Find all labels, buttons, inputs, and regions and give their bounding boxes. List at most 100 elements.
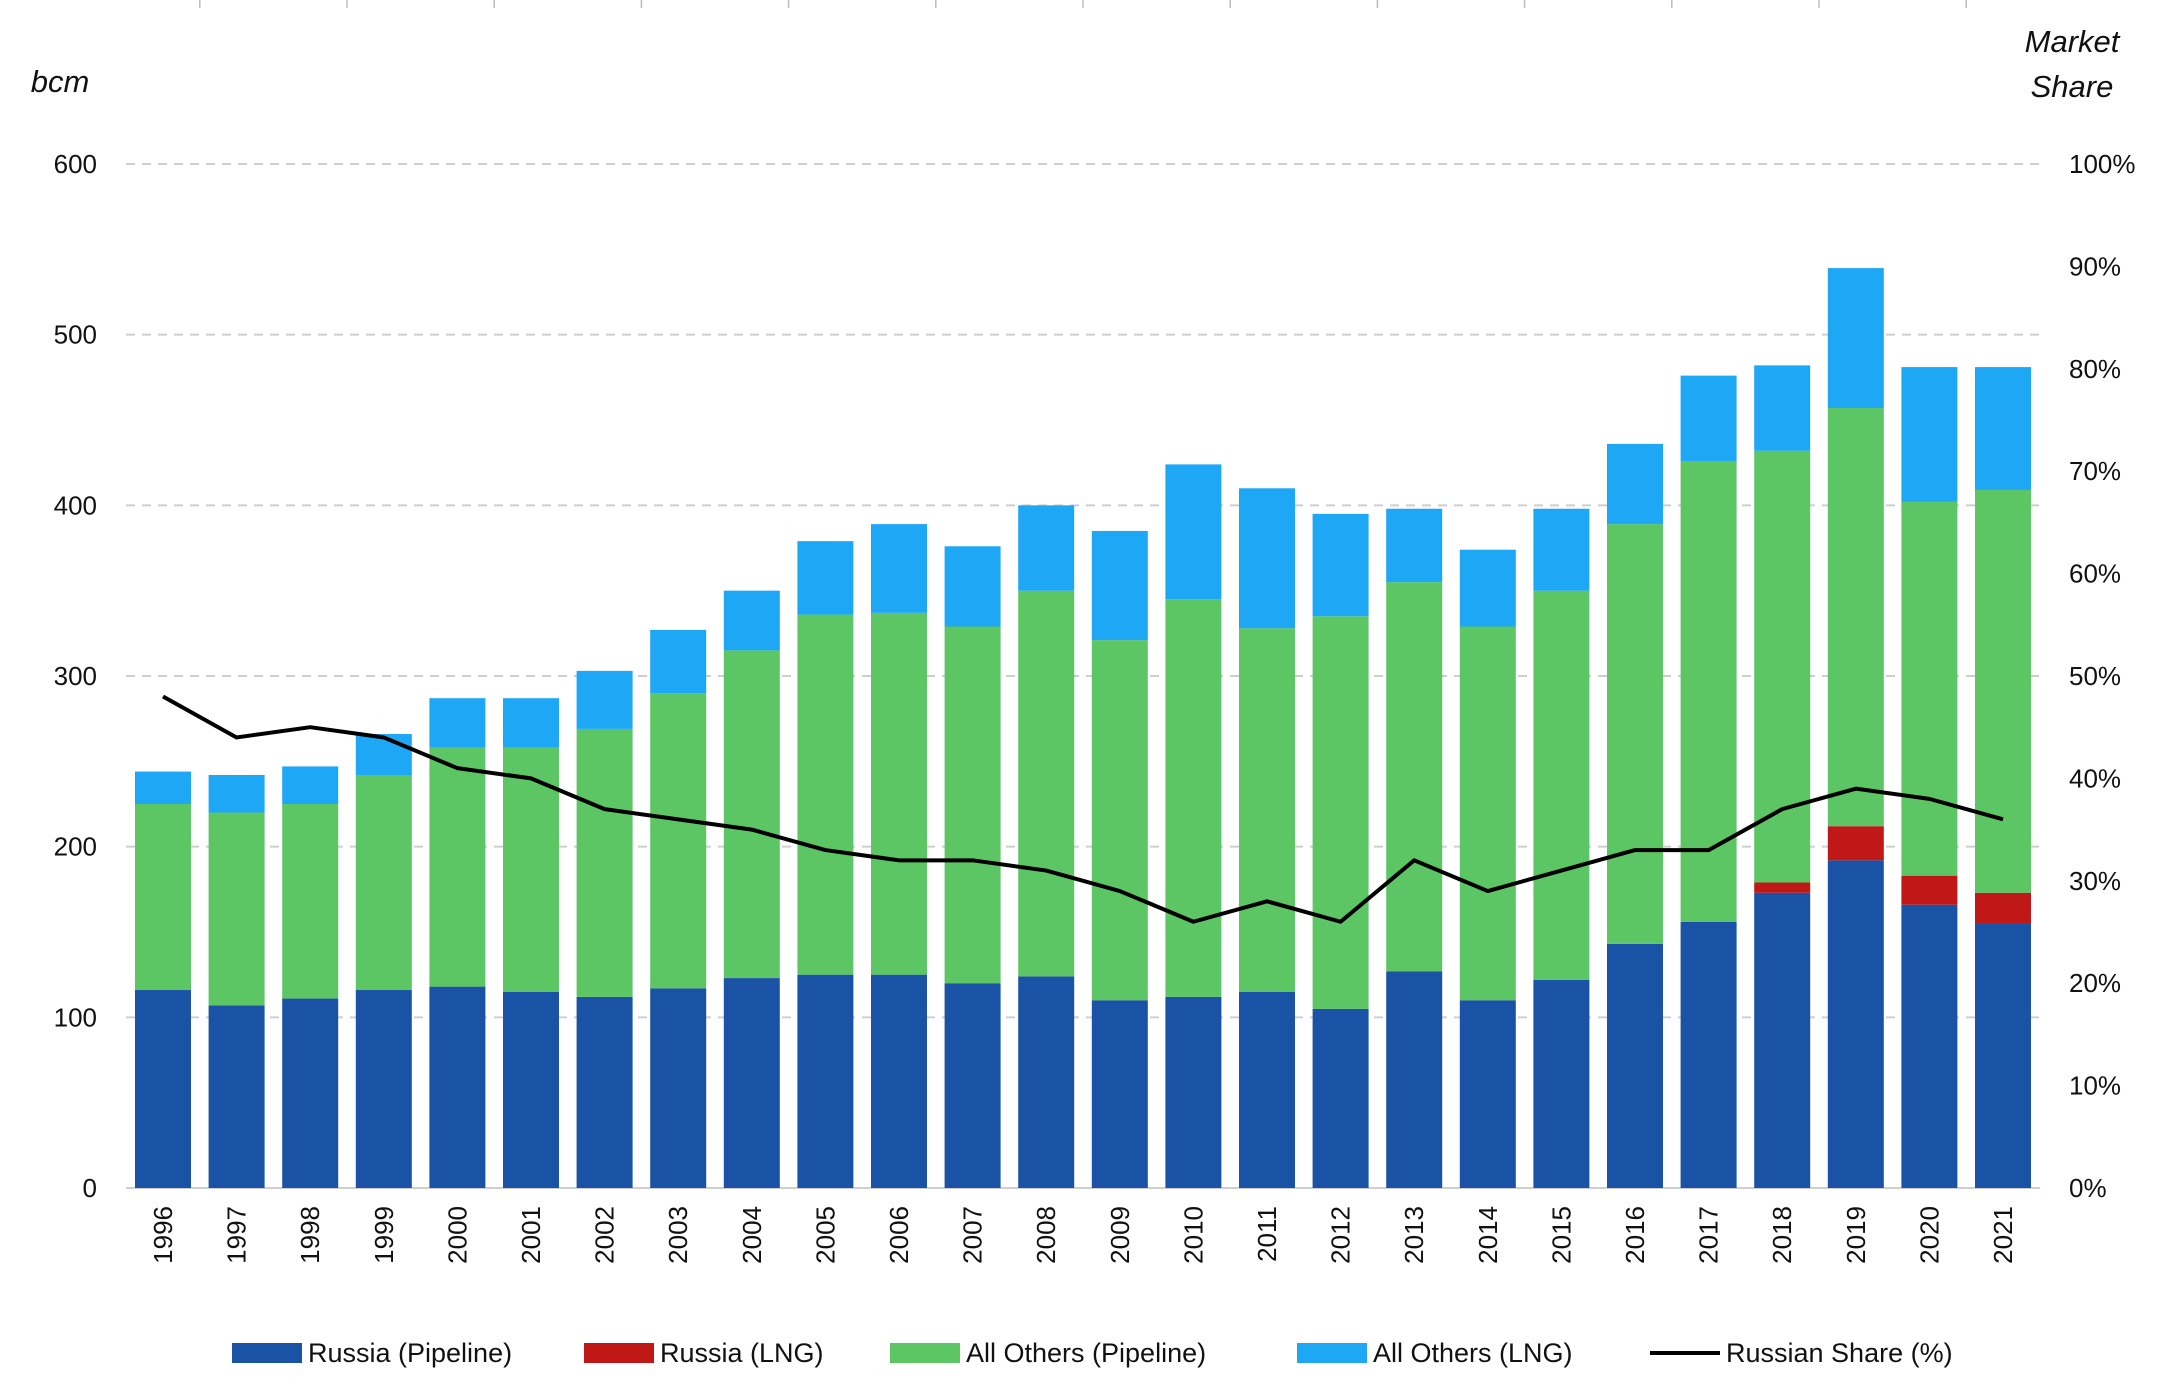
bar-all-others-pipeline (503, 747, 559, 992)
bar-russia-pipeline (135, 990, 191, 1188)
y2-tick-label: 10% (2069, 1071, 2121, 1101)
bar-all-others-pipeline (944, 626, 1001, 984)
y2-tick-label: 0% (2069, 1173, 2107, 1203)
bar-all-others-lng (282, 766, 339, 804)
x-tick-label: 2010 (1178, 1206, 1208, 1264)
bar-all-others-pipeline (1827, 408, 1884, 827)
bar-all-others-pipeline (797, 614, 854, 975)
legend-swatch-all-others-pipeline (890, 1343, 960, 1363)
y2-tick-label: 50% (2069, 661, 2121, 691)
y2-tick-label: 70% (2069, 456, 2121, 486)
x-tick-label: 2015 (1546, 1206, 1576, 1264)
y-tick-label: 0 (83, 1173, 97, 1203)
bar-russia-pipeline (208, 1005, 265, 1188)
bars (135, 268, 2031, 1188)
y2-tick-label: 80% (2069, 354, 2121, 384)
bar-russia-pipeline (429, 986, 486, 1188)
bar-all-others-pipeline (1975, 489, 2031, 893)
gridlines (126, 163, 2040, 1189)
bar-all-others-lng (1091, 530, 1148, 641)
legend-label-russia-lng: Russia (LNG) (660, 1338, 824, 1368)
x-tick-label: 2006 (884, 1206, 914, 1264)
y2-tick-label: 40% (2069, 763, 2121, 793)
bar-all-others-pipeline (1607, 524, 1663, 944)
bar-all-others-pipeline (871, 612, 927, 975)
bar-all-others-lng (429, 698, 486, 748)
legend: Russia (Pipeline) Russia (LNG) All Others … (232, 1338, 1953, 1368)
bar-all-others-pipeline (1901, 501, 1958, 876)
x-tick-label: 2008 (1031, 1206, 1061, 1264)
x-tick-label: 1996 (148, 1206, 178, 1264)
bar-russia-pipeline (576, 996, 633, 1188)
right-axis-ticks: 0% 10% 20% 30% 40% 50% 60% 70% 80% 90% 100% (2069, 149, 2136, 1203)
bar-all-others-lng (650, 629, 707, 694)
bar-all-others-lng (576, 670, 633, 729)
bar-russia-lng (1827, 826, 1884, 861)
bar-all-others-pipeline (1239, 628, 1295, 992)
bar-all-others-lng (1607, 443, 1663, 525)
left-axis-ticks: 0 100 200 300 400 500 600 (54, 149, 97, 1203)
bar-russia-pipeline (944, 983, 1001, 1188)
y-tick-label: 400 (54, 490, 97, 520)
bar-all-others-lng (135, 771, 191, 804)
bar-all-others-pipeline (723, 650, 780, 979)
bar-all-others-lng (208, 774, 265, 813)
bar-all-others-lng (355, 734, 412, 775)
bar-russia-pipeline (797, 974, 854, 1188)
legend-label-all-others-lng: All Others (LNG) (1373, 1338, 1573, 1368)
bar-all-others-pipeline (208, 812, 265, 1006)
bar-russia-pipeline (1680, 921, 1737, 1188)
x-tick-label: 2019 (1841, 1206, 1871, 1264)
x-tick-label: 2005 (810, 1206, 840, 1264)
bar-all-others-pipeline (1754, 450, 1811, 883)
legend-label-russian-share: Russian Share (%) (1726, 1338, 1953, 1368)
legend-swatch-russia-pipeline (232, 1343, 302, 1363)
left-axis-title: bcm (31, 64, 90, 99)
y2-tick-label: 20% (2069, 968, 2121, 998)
y-tick-label: 300 (54, 661, 97, 691)
bar-russia-pipeline (871, 974, 927, 1188)
bar-all-others-lng (1827, 268, 1884, 409)
bar-russia-lng (1901, 875, 1958, 905)
bar-all-others-lng (1975, 367, 2031, 490)
bar-all-others-pipeline (1018, 590, 1075, 977)
x-tick-label: 2004 (737, 1206, 767, 1264)
x-tick-label: 2014 (1473, 1206, 1503, 1264)
bar-all-others-pipeline (1533, 590, 1590, 980)
x-tick-label: 2013 (1399, 1206, 1429, 1264)
bar-all-others-pipeline (429, 747, 486, 987)
x-tick-label: 2001 (516, 1206, 546, 1264)
x-tick-label: 2007 (958, 1206, 988, 1264)
bar-russia-pipeline (355, 990, 412, 1188)
bar-all-others-pipeline (1459, 626, 1516, 1001)
bar-russia-pipeline (1901, 904, 1958, 1188)
bar-all-others-pipeline (355, 774, 412, 991)
bar-russia-pipeline (503, 991, 559, 1188)
bar-russia-pipeline (1533, 979, 1590, 1188)
x-tick-label: 2018 (1767, 1206, 1797, 1264)
x-axis-ticks: 1996 1997 1998 1999 2000 2001 2002 2003 2004 2005… (148, 1206, 2018, 1264)
bar-russia-lng (1975, 892, 2031, 924)
x-tick-label: 2003 (663, 1206, 693, 1264)
bar-all-others-lng (1754, 365, 1811, 451)
y2-tick-label: 30% (2069, 866, 2121, 896)
x-tick-label: 2020 (1914, 1206, 1944, 1264)
right-axis-title-line2: Share (2031, 69, 2114, 104)
bar-russia-lng (1754, 882, 1811, 893)
bar-all-others-pipeline (282, 804, 339, 999)
legend-label-all-others-pipeline: All Others (Pipeline) (966, 1338, 1206, 1368)
russian-share-line (162, 694, 2004, 924)
bar-all-others-lng (1165, 464, 1222, 600)
x-tick-label: 1998 (295, 1206, 325, 1264)
y2-tick-label: 60% (2069, 559, 2121, 589)
bar-all-others-pipeline (650, 693, 707, 989)
bar-russia-pipeline (1459, 1000, 1516, 1188)
bar-russia-pipeline (1754, 892, 1811, 1188)
bar-all-others-pipeline (1386, 582, 1443, 972)
y-tick-label: 600 (54, 149, 97, 179)
bar-all-others-pipeline (1165, 599, 1222, 997)
y-tick-label: 100 (54, 1002, 97, 1032)
y2-tick-label: 100% (2069, 149, 2136, 179)
y-tick-label: 500 (54, 320, 97, 350)
